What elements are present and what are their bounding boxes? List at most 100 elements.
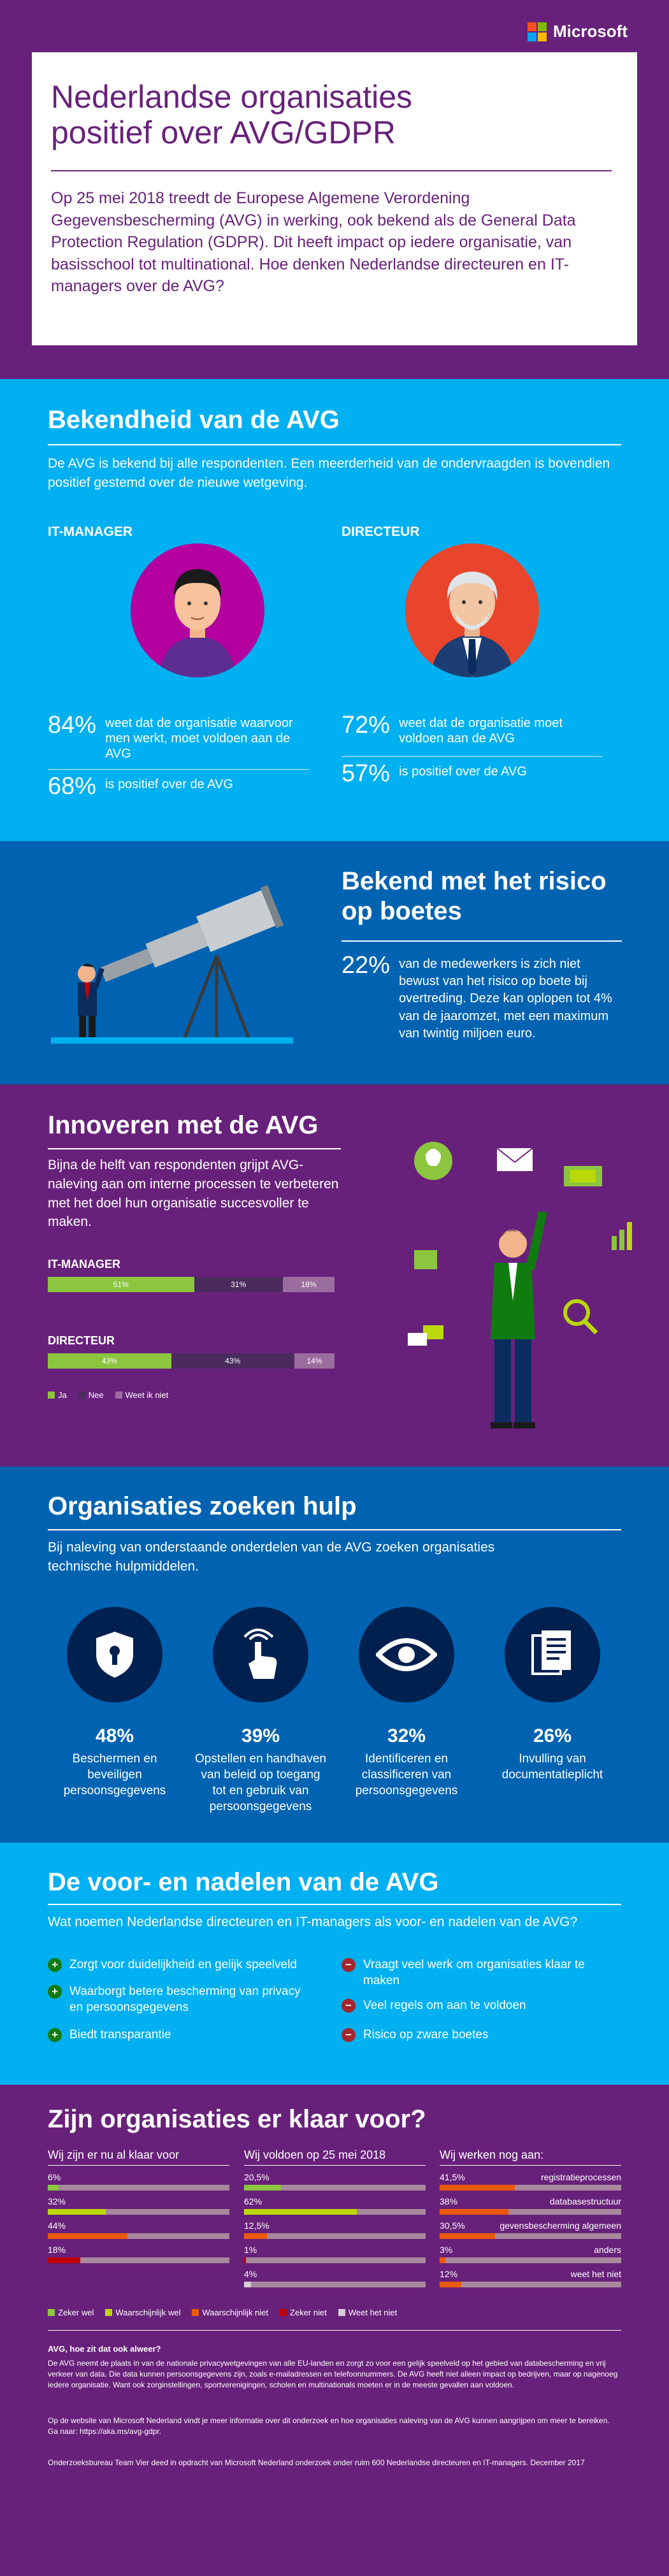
ready-legend-item-1: Waarschijnlijk wel — [105, 2308, 180, 2317]
footer-credits: Onderzoeksbureau Team Vier deed in opdra… — [48, 2458, 585, 2467]
ready-col-0-row-2-fill — [48, 2233, 128, 2239]
ready-col-0-row-3-bar — [48, 2257, 229, 2263]
help-item-3-value: 26% — [533, 1725, 572, 1746]
innovate-divider — [48, 1148, 341, 1149]
pro-item-2-text: Biedt transparantie — [69, 2028, 171, 2041]
it-manager-stat-1: 84% weet dat de organisatie waarvoor men… — [48, 712, 303, 761]
ready-legend-item-3: Zeker niet — [280, 2308, 327, 2317]
director-stat-1-value: 72% — [342, 712, 391, 738]
ready-col-1-row-3-bar — [244, 2257, 426, 2263]
ready-col-2-row-4-fill — [440, 2282, 462, 2287]
ready-col-2-row-1-fill — [440, 2209, 509, 2215]
innovate-bar-0-yes: 51% — [48, 1277, 194, 1292]
ready-col-2-row-3-fill — [440, 2257, 445, 2263]
lock-shield-icon — [96, 1632, 133, 1678]
director-illustration-icon — [431, 572, 514, 677]
pro-item-0: + Zorgt voor duidelijkheid en gelijk spe… — [48, 1957, 315, 1973]
telescope-illustration-icon — [51, 885, 293, 1044]
innovate-bar-1-unknown: 14% — [294, 1353, 334, 1369]
director-stat-2-value: 57% — [342, 760, 391, 787]
help-item-3-text: Invulling van documentatieplicht — [501, 1752, 603, 1782]
ready-col-0-row-1-fill — [48, 2209, 106, 2215]
ready-legend-item-4: Weet het niet — [338, 2308, 397, 2317]
ready-col-1-header: Wij voldoen op 25 mei 2018 — [244, 2148, 386, 2161]
ready-title: Zijn organisaties er klaar voor? — [48, 2105, 426, 2133]
header-card: Nederlandse organisaties positief over A… — [32, 52, 637, 345]
header-section: Microsoft Nederlandse organisaties posit… — [0, 0, 669, 379]
it-manager-stat-2: 68% is positief over de AVG — [48, 773, 303, 800]
footer-section: AVG, hoe zit dat ook alweer? De AVG neem… — [0, 2330, 669, 2576]
ready-col-2-row-2-fill — [440, 2233, 495, 2239]
ready-col-1-row-1-bar — [244, 2209, 426, 2215]
help-item-2: 32% Identificeren en classificeren van p… — [340, 1607, 473, 1799]
page-title-line1: Nederlandse organisaties — [51, 79, 413, 115]
ready-col-2-row-0-pct: 41,5% — [440, 2172, 465, 2182]
proscons-subtitle: Wat noemen Nederlandse directeuren en IT… — [48, 1915, 578, 1929]
minus-icon: − — [342, 2028, 356, 2042]
ready-col-2-row-4-bar — [440, 2282, 621, 2287]
ready-col-0-row-0-fill — [48, 2185, 59, 2191]
ready-col-1-row-1-fill — [244, 2209, 357, 2215]
footer-paragraph-2: Op de website van Microsoft Nederland vi… — [48, 2416, 610, 2436]
proscons-section: De voor- en nadelen van de AVG Wat noeme… — [0, 1843, 669, 2085]
it-manager-stat-1-text: weet dat de organisatie waarvoor men wer… — [105, 716, 293, 761]
director-stat-2-text: is positief over de AVG — [399, 765, 527, 779]
ready-col-1-row-2-bar — [244, 2233, 426, 2239]
risk-stat-text: van de medewerkers is zich niet bewust v… — [399, 957, 612, 1040]
help-item-0-circle — [67, 1607, 162, 1702]
ready-col-0-row-0-pct: 6% — [48, 2172, 61, 2182]
it-manager-avatar — [131, 543, 264, 677]
innovate-bar-0-no: 31% — [194, 1277, 283, 1292]
footer-paragraph-1: De AVG neemt de plaats in van de nationa… — [48, 2359, 618, 2389]
director-stat-divider — [342, 756, 603, 757]
innovate-title: Innoveren met de AVG — [48, 1111, 319, 1139]
ready-section: Zijn organisaties er klaar voor? Wij zij… — [0, 2085, 669, 2330]
ready-col-0-row-2-bar — [48, 2233, 229, 2239]
awareness-divider — [48, 444, 621, 445]
innovate-bar-1-yes: 43% — [48, 1353, 171, 1369]
intro-text: Op 25 mei 2018 treedt de Europese Algeme… — [51, 189, 576, 295]
risk-title-line2: op boetes — [342, 897, 462, 926]
ready-col-2-row-1-bar — [440, 2209, 621, 2215]
ready-col-2-row-2-label: gevensbescherming algemeen — [500, 2220, 621, 2231]
it-manager-label: IT-MANAGER — [48, 524, 133, 539]
title-divider — [51, 170, 612, 171]
pro-item-1: + Waarborgt betere bescherming van priva… — [48, 1984, 315, 2015]
ready-col-0-row-1-pct: 32% — [48, 2196, 66, 2206]
it-manager-stat-2-value: 68% — [48, 773, 97, 800]
minus-icon: − — [342, 1999, 356, 2013]
risk-divider — [342, 940, 622, 942]
ready-col-0-row-2-pct: 44% — [48, 2220, 66, 2231]
ready-col-2-row-1-label: databasestructuur — [549, 2196, 621, 2206]
risk-section: Bekend met het risico op boetes 22% van … — [0, 841, 669, 1084]
ready-col-1-row-2-pct: 12,5% — [244, 2220, 270, 2231]
help-item-3: 26% Invulling van documentatieplicht — [486, 1607, 619, 1783]
it-manager-stat-1-value: 84% — [48, 712, 97, 738]
help-item-3-circle — [505, 1607, 600, 1702]
ready-col-0-divider — [48, 2165, 229, 2166]
ready-col-2-header: Wij werken nog aan: — [440, 2148, 544, 2161]
help-item-1: 39% Opstellen en handhaven van beleid op… — [194, 1607, 327, 1815]
director-label: DIRECTEUR — [342, 524, 420, 539]
ready-col-1-row-4-fill — [244, 2282, 252, 2287]
innovate-legend-unknown: Weet ik niet — [115, 1390, 168, 1400]
ready-col-0-row-3-fill — [48, 2257, 81, 2263]
minus-icon: − — [342, 1958, 356, 1972]
ready-legend: Zeker wel Waarschijnlijk wel Waarschijnl… — [48, 2308, 397, 2317]
ready-col-1-row-3-fill — [244, 2257, 246, 2263]
ready-col-2-row-4-label: weet het niet — [570, 2269, 621, 2279]
innovate-bar-label-1: DIRECTEUR — [48, 1334, 115, 1347]
director-stat-1-text: weet dat de organisatie moet voldoen aan… — [399, 716, 563, 745]
con-item-2-text: Risico op zware boetes — [363, 2028, 489, 2041]
help-intro: Bij naleving van onderstaande onderdelen… — [48, 1540, 495, 1574]
help-item-2-value: 32% — [387, 1725, 426, 1746]
innovate-bar-1: 43% 43% 14% — [48, 1353, 334, 1369]
plus-icon: + — [48, 2028, 62, 2042]
risk-stat-value: 22% — [342, 952, 391, 979]
plus-icon: + — [48, 1985, 62, 1999]
help-item-0-text: Beschermen en beveiligen persoonsgegeven… — [63, 1752, 166, 1798]
ready-legend-item-2: Waarschijnlijk niet — [192, 2308, 268, 2317]
footer-divider — [48, 2330, 621, 2331]
con-item-1-text: Veel regels om aan te voldoen — [363, 1999, 526, 2012]
awareness-section: Bekendheid van de AVG De AVG is bekend b… — [0, 379, 669, 841]
